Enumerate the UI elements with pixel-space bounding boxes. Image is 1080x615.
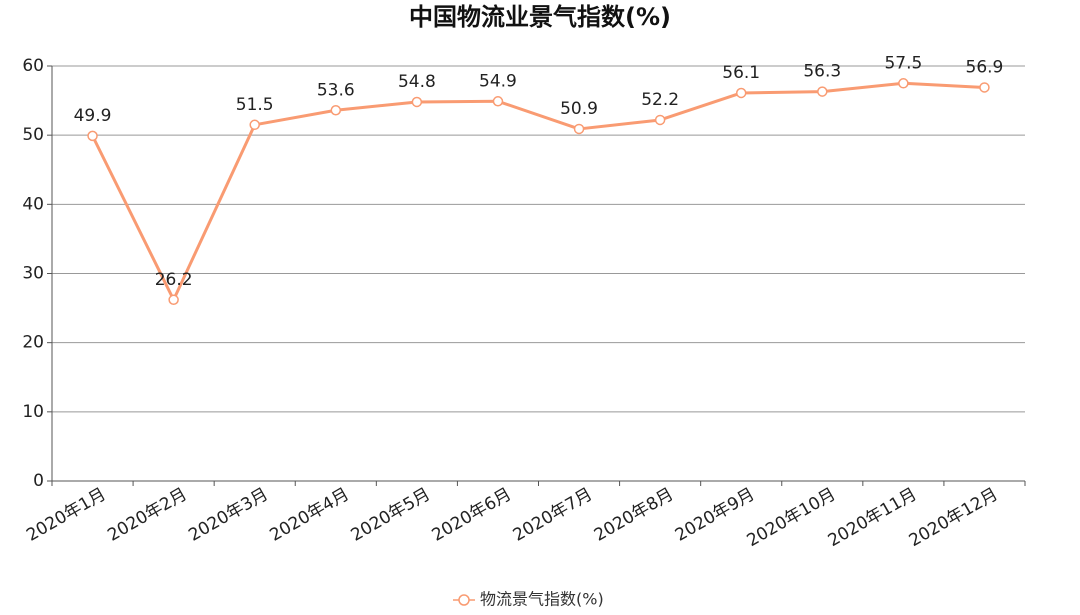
data-point — [249, 119, 260, 131]
data-label: 52.2 — [641, 90, 679, 110]
y-tick-label: 10 — [22, 402, 44, 422]
data-label: 56.3 — [803, 62, 841, 82]
data-label: 53.6 — [317, 80, 355, 100]
data-label: 26.2 — [155, 270, 193, 290]
data-point — [735, 87, 747, 99]
x-tick-label: 2020年6月 — [429, 484, 515, 545]
x-tick-label: 2020年8月 — [591, 484, 677, 545]
x-tick-label: 2020年10月 — [744, 484, 840, 551]
data-point — [573, 123, 585, 135]
data-point — [817, 86, 828, 97]
y-tick-label: 40 — [22, 194, 44, 214]
x-tick-label: 2020年1月 — [23, 484, 109, 545]
data-label: 56.1 — [722, 63, 760, 83]
x-tick-label: 2020年7月 — [510, 484, 596, 545]
data-point — [87, 130, 98, 142]
data-point — [654, 114, 666, 126]
x-tick-label: 2020年11月 — [825, 484, 921, 551]
legend-label: 物流景气指数(%) — [480, 590, 604, 609]
data-label: 49.9 — [74, 106, 112, 126]
x-tick-label: 2020年3月 — [185, 484, 271, 545]
legend-marker — [458, 594, 470, 606]
y-tick-label: 60 — [22, 56, 44, 76]
y-tick-label: 50 — [22, 125, 44, 145]
x-tick-label: 2020年12月 — [906, 484, 1002, 551]
data-point — [411, 96, 423, 108]
data-point — [330, 105, 342, 116]
x-tick-label: 2020年5月 — [348, 484, 434, 545]
y-tick-label: 20 — [22, 333, 44, 353]
data-label: 50.9 — [560, 99, 598, 119]
data-label: 54.8 — [398, 72, 436, 92]
data-point — [979, 82, 990, 93]
chart-title: 中国物流业景气指数(%) — [409, 3, 671, 31]
data-label: 56.9 — [966, 57, 1004, 77]
data-label: 51.5 — [236, 95, 274, 115]
data-point — [168, 294, 179, 306]
series-line — [91, 81, 985, 302]
y-tick-label: 0 — [33, 471, 44, 491]
y-tick-label: 30 — [22, 264, 44, 284]
data-point — [898, 78, 909, 89]
data-label: 54.9 — [479, 71, 517, 91]
x-tick-label: 2020年4月 — [267, 484, 353, 545]
x-tick-label: 2020年2月 — [104, 484, 190, 545]
data-point — [492, 96, 504, 107]
data-label: 57.5 — [884, 53, 922, 73]
